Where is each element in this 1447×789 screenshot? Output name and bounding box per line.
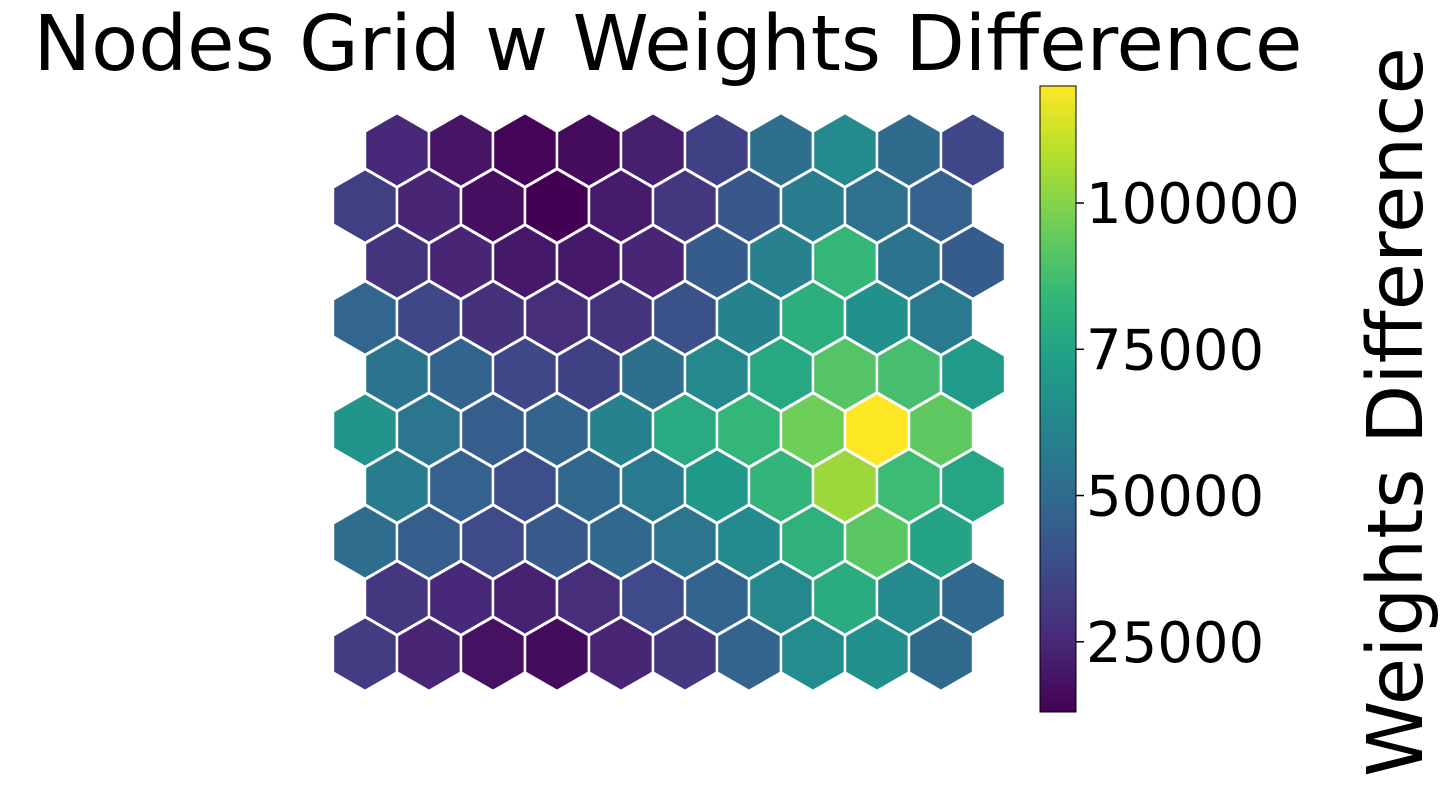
colorbar-tick-label: 75000: [1086, 318, 1264, 383]
colorbar-tick-label: 25000: [1086, 611, 1264, 676]
hex-cell: [907, 615, 975, 693]
chart-title: Nodes Grid w Weights Difference: [34, 0, 1303, 89]
colorbar-label: Weights Difference: [1352, 47, 1441, 777]
colorbar-gradient: [1039, 85, 1077, 713]
hex-grid: [331, 111, 1007, 693]
colorbar-ticks: 25000 50000 75000 100000: [1076, 172, 1300, 676]
colorbar: 25000 50000 75000 100000: [1039, 85, 1300, 713]
colorbar-tick-label: 50000: [1086, 465, 1264, 530]
colorbar-tick-label: 100000: [1086, 172, 1300, 237]
